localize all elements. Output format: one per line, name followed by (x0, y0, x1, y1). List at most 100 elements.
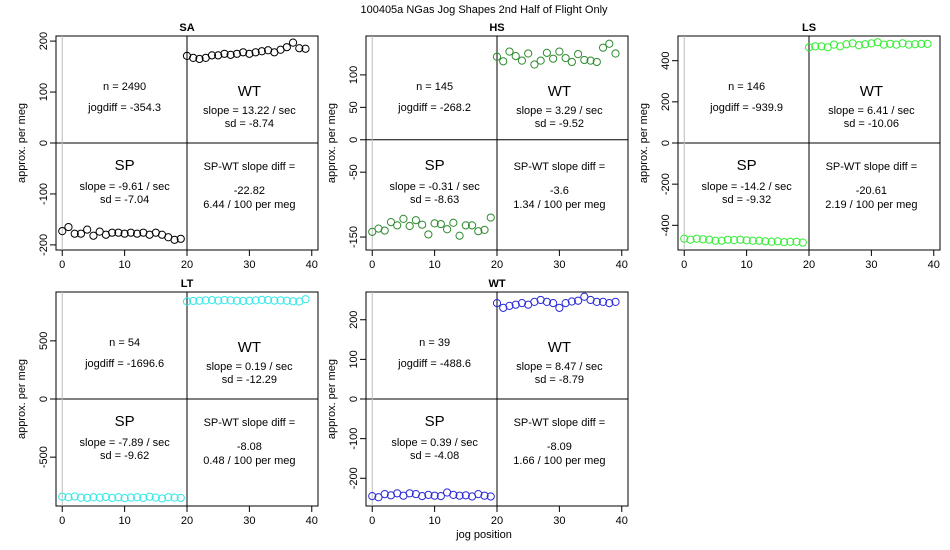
sp-label: SP (425, 157, 445, 174)
x-tick-label: 30 (243, 259, 255, 271)
data-point (405, 489, 414, 498)
slope-diff-label: SP-WT slope diff = (514, 161, 606, 173)
data-point (70, 229, 79, 238)
data-point (848, 39, 857, 48)
data-point (257, 295, 266, 305)
data-point (474, 490, 483, 499)
data-point (917, 39, 926, 48)
y-tick-label: 200 (348, 311, 360, 329)
data-point (573, 296, 583, 305)
slope-diff-value: -8.08 (237, 441, 262, 453)
data-point (263, 296, 273, 305)
sp-sd-label: sd = -9.32 (722, 194, 771, 206)
data-point (126, 228, 135, 237)
data-point (58, 227, 67, 236)
data-point (282, 43, 291, 52)
data-point (530, 60, 539, 69)
jogdiff-label: jogdiff = -488.6 (397, 358, 471, 370)
y-axis-label: approx. per meg (326, 359, 338, 439)
data-point (549, 54, 558, 63)
sp-label: SP (115, 157, 135, 174)
data-point (436, 219, 445, 229)
wt-label: WT (548, 83, 571, 100)
data-point (220, 296, 229, 305)
data-point (207, 296, 217, 305)
sp-sd-label: sd = -8.63 (410, 194, 459, 206)
data-point (64, 222, 73, 232)
data-point (220, 49, 229, 58)
x-tick-label: 10 (118, 515, 130, 527)
n-label: n = 2490 (103, 81, 146, 93)
data-point (549, 298, 558, 308)
data-point (748, 236, 757, 245)
data-point (542, 297, 552, 307)
sp-sd-label: sd = -4.08 (410, 450, 459, 462)
data-point (455, 231, 464, 240)
x-tick-label: 20 (491, 515, 503, 527)
x-tick-label: 10 (740, 259, 752, 271)
sp-slope-label: slope = -0.31 / sec (390, 181, 481, 193)
data-point (717, 236, 726, 245)
y-tick-label: 500 (38, 332, 50, 350)
sp-label: SP (115, 413, 135, 430)
data-point (430, 491, 439, 500)
panel-title: SA (179, 22, 194, 34)
wt-slope-label: slope = 8.47 / sec (516, 361, 603, 373)
slope-diff-label: SP-WT slope diff = (204, 417, 296, 429)
x-tick-label: 40 (306, 259, 318, 271)
data-point (767, 237, 776, 246)
data-point (380, 226, 389, 235)
x-tick-label: 0 (681, 259, 687, 271)
data-point (418, 491, 427, 501)
y-axis-label: approx. per meg (16, 359, 28, 439)
data-point (170, 493, 179, 502)
data-point (592, 297, 601, 307)
wt-sd-label: sd = -9.52 (535, 118, 584, 130)
data-point (157, 494, 167, 503)
data-point (176, 493, 185, 502)
data-point (567, 57, 576, 67)
data-point (282, 296, 291, 305)
panel-title: WT (488, 278, 505, 290)
data-point (207, 51, 217, 60)
data-point (505, 47, 514, 56)
data-point (686, 235, 695, 244)
data-point (598, 297, 608, 307)
x-tick-label: 0 (369, 259, 375, 271)
data-point (486, 213, 495, 222)
x-tick-label: 20 (803, 259, 815, 271)
data-point (195, 296, 204, 305)
data-point (424, 230, 433, 239)
wt-label: WT (238, 83, 261, 100)
data-point (892, 40, 901, 49)
slope-diff-rate: 6.44 / 100 per meg (203, 199, 295, 211)
data-point (542, 48, 552, 57)
x-tick-label: 0 (59, 259, 65, 271)
data-point (132, 493, 142, 502)
wt-sd-label: sd = -12.29 (222, 374, 277, 386)
data-point (474, 227, 483, 236)
panel-title: HS (489, 22, 504, 34)
slope-diff-label: SP-WT slope diff = (514, 417, 606, 429)
data-point (449, 490, 458, 500)
wt-slope-label: slope = 6.41 / sec (828, 105, 915, 117)
data-point (573, 50, 583, 59)
data-point (393, 221, 402, 230)
panel-sa: SA 0 10 20 30 40 -200 -100 0 100 200 approx. per me… (16, 22, 319, 271)
data-point (567, 297, 576, 306)
jogdiff-label: jogdiff = -1696.6 (84, 358, 164, 370)
data-point (70, 492, 79, 501)
data-point (586, 56, 595, 65)
data-point (108, 228, 117, 237)
data-point (430, 219, 439, 228)
data-point (555, 47, 564, 56)
y-tick-label: 50 (348, 101, 360, 113)
panel-title: LS (802, 22, 816, 34)
jogdiff-label: jogdiff = -939.9 (709, 102, 783, 114)
n-label: n = 39 (419, 337, 450, 349)
data-point (368, 227, 377, 236)
data-point (817, 42, 826, 51)
data-point (723, 235, 733, 244)
data-point (295, 44, 304, 53)
